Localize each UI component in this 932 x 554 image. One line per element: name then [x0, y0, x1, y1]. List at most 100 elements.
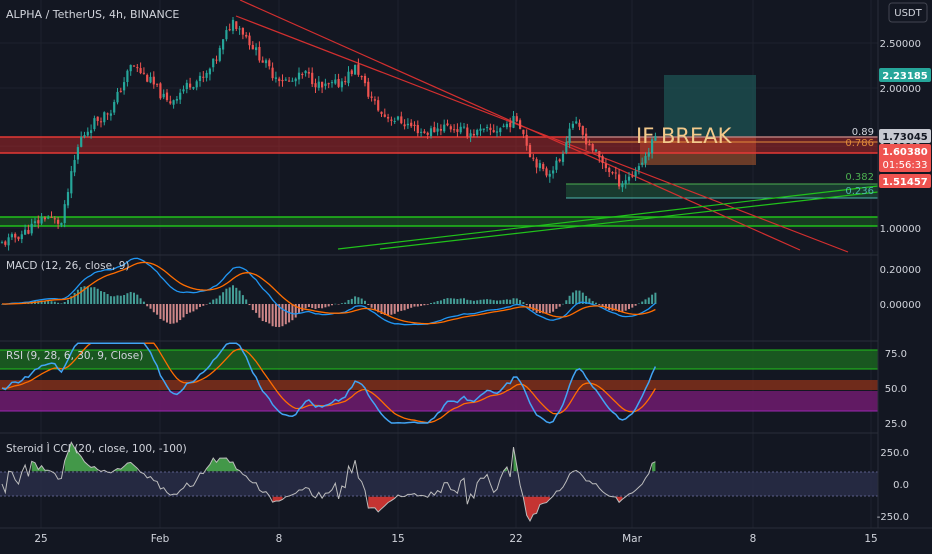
cci-negative-fill [272, 496, 623, 521]
macd-hist-bar-38 [126, 293, 129, 304]
candle-body-121 [400, 116, 403, 124]
macd-hist-bar-24 [80, 287, 83, 304]
macd-hist-bar-48 [159, 304, 162, 319]
macd-hist-bar-185 [611, 304, 614, 311]
macd-hist-bar-21 [70, 296, 73, 304]
uptrend-line-2[interactable] [379, 191, 879, 250]
macd-hist-bar-36 [119, 295, 122, 304]
candle-body-152 [502, 125, 505, 127]
time-axis[interactable]: 25 Feb 8 15 22 Mar 8 15 [0, 527, 932, 545]
macd-hist-bar-13 [43, 300, 46, 304]
candle-body-137 [453, 129, 456, 131]
macd-title[interactable]: MACD (12, 26, close, 9) [6, 260, 129, 272]
currency-badge[interactable] [888, 2, 928, 23]
rsi-title[interactable]: RSI (9, 28, 6, 30, 9, Close) [6, 350, 143, 362]
rsi-pane[interactable] [0, 340, 878, 424]
macd-hist-bar-121 [400, 304, 403, 311]
candle-body-68 [225, 30, 228, 40]
resistance-zone [0, 137, 878, 153]
macd-hist-bar-174 [575, 290, 578, 304]
if-break-annotation[interactable]: IF BREAK [636, 124, 733, 148]
candle-body-30 [99, 121, 103, 123]
candle-body-120 [396, 116, 400, 120]
macd-hist-bar-126 [416, 304, 419, 307]
candle-body-180 [594, 149, 598, 152]
candle-body-153 [505, 123, 508, 128]
macd-hist-bar-93 [307, 304, 310, 307]
macd-hist-bar-132 [436, 301, 439, 304]
macd-hist-bar-131 [433, 302, 436, 304]
macd-hist-bar-187 [618, 304, 621, 312]
macd-hist-bar-81 [268, 304, 271, 324]
macd-hist-bar-191 [631, 304, 634, 308]
candle-body-130 [429, 128, 433, 137]
candle-body-47 [156, 83, 159, 85]
macd-hist-bar-106 [350, 298, 353, 304]
candle-body-148 [489, 127, 492, 130]
macd-hist-bar-105 [347, 299, 350, 304]
candle-body-78 [258, 46, 261, 61]
macd-hist-bar-183 [604, 304, 607, 309]
macd-hist-bar-166 [548, 304, 551, 314]
macd-hist-bar-57 [189, 304, 192, 313]
rsi-tick-0: 75.0 [885, 349, 907, 360]
trendline-lower[interactable] [235, 15, 849, 253]
cci-tick-0: 250.0 [880, 448, 909, 459]
candle-body-42 [139, 68, 142, 74]
last-price-label-bg [879, 144, 931, 172]
macd-hist-bar-197 [651, 294, 654, 304]
symbol-title[interactable]: ALPHA / TetherUS, 4h, BINANCE [6, 8, 179, 21]
macd-hist-bar-176 [581, 292, 584, 304]
macd-tick-0: 0.20000 [880, 265, 921, 276]
candle-body-6 [20, 234, 23, 240]
macd-hist-bar-129 [426, 304, 429, 305]
macd-hist-bar-77 [255, 304, 258, 313]
macd-hist-bar-116 [383, 304, 386, 315]
time-tick-1: Feb [151, 533, 170, 545]
cci-tick-labels: 250.0 0.0 -250.0 [877, 448, 909, 523]
candle-body-109 [360, 75, 363, 78]
price-tick-1: 2.00000 [880, 84, 921, 95]
candle-body-18 [60, 222, 63, 226]
macd-hist-bar-159 [525, 304, 528, 306]
rsi-mid-band [0, 380, 878, 390]
candle-body-72 [238, 28, 241, 30]
macd-hist-bar-79 [261, 304, 264, 322]
time-tick-4: 22 [509, 533, 522, 545]
candle-body-60 [198, 75, 202, 81]
macd-hist-bar-51 [169, 304, 172, 324]
macd-hist-bar-149 [492, 300, 495, 304]
macd-hist-bar-172 [568, 295, 571, 304]
price-pane[interactable]: 0.89 0.786 0.382 0.236 IF BREAK [0, 0, 879, 253]
candle-body-195 [644, 156, 647, 164]
macd-hist-bar-164 [542, 304, 545, 314]
candle-body-3 [10, 234, 13, 238]
candle-body-186 [614, 172, 617, 174]
macd-hist-bar-170 [562, 303, 564, 305]
candle-body-150 [495, 131, 499, 133]
candle-body-114 [377, 100, 380, 111]
macd-hist-bar-154 [509, 299, 512, 304]
macd-hist-bar-60 [199, 304, 201, 307]
macd-hist-bar-198 [654, 292, 657, 304]
macd-hist-bar-29 [96, 288, 99, 304]
fib-label-0-382: 0.382 [845, 172, 874, 183]
macd-hist-bar-100 [331, 304, 333, 306]
uptrend-line-1[interactable] [337, 185, 879, 250]
macd-hist-bar-167 [552, 304, 555, 312]
candle-body-51 [169, 101, 172, 104]
candle-body-196 [647, 152, 650, 157]
macd-hist-bar-138 [456, 299, 459, 304]
candle-body-181 [598, 151, 601, 158]
cci-pane[interactable] [0, 432, 878, 523]
candle-body-119 [393, 120, 396, 122]
macd-hist-bar-130 [430, 303, 432, 304]
cci-title[interactable]: Steroid Ì CCI (20, close, 100, -100) [6, 442, 187, 455]
macd-pane[interactable] [0, 254, 878, 328]
macd-hist-bar-141 [466, 299, 469, 304]
macd-hist-bar-148 [489, 299, 492, 304]
macd-hist-bar-45 [149, 304, 152, 309]
